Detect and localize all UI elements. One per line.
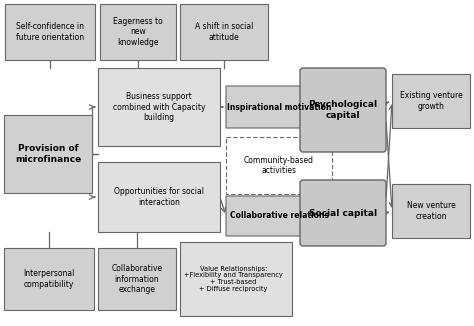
Text: Psychological
capital: Psychological capital	[309, 100, 378, 120]
Text: A shift in social
attitude: A shift in social attitude	[195, 22, 253, 42]
Text: Provision of
microfinance: Provision of microfinance	[15, 144, 81, 164]
Text: Community-based
activities: Community-based activities	[244, 156, 314, 175]
Bar	[392, 184, 470, 238]
Text: Opportunities for social
interaction: Opportunities for social interaction	[114, 187, 204, 207]
Text: Collaborative
information
exchange: Collaborative information exchange	[111, 264, 163, 294]
Polygon shape	[226, 86, 354, 128]
Text: Collaborative relations: Collaborative relations	[230, 212, 329, 220]
Bar	[4, 248, 94, 310]
Text: Inspirational motivation: Inspirational motivation	[227, 102, 332, 111]
Bar	[98, 162, 220, 232]
Bar	[100, 4, 176, 60]
Text: Self-confidence in
future orientation: Self-confidence in future orientation	[16, 22, 84, 42]
Text: Social capital: Social capital	[309, 209, 377, 217]
Bar	[5, 4, 95, 60]
Polygon shape	[226, 196, 354, 236]
Bar	[226, 137, 332, 194]
Bar	[180, 4, 268, 60]
Text: Existing venture
growth: Existing venture growth	[400, 91, 462, 111]
Text: Value Relationships:
+Flexibility and Transparency
+ Trust-based
+ Diffuse recip: Value Relationships: +Flexibility and Tr…	[184, 265, 283, 292]
Bar	[98, 68, 220, 146]
FancyBboxPatch shape	[300, 68, 386, 152]
Bar	[392, 74, 470, 128]
Bar	[180, 242, 292, 316]
Text: New venture
creation: New venture creation	[407, 201, 456, 221]
FancyBboxPatch shape	[300, 180, 386, 246]
Text: Interpersonal
compatibility: Interpersonal compatibility	[23, 269, 75, 289]
Bar	[4, 115, 92, 193]
Bar	[98, 248, 176, 310]
Text: Business support
combined with Capacity
building: Business support combined with Capacity …	[113, 92, 205, 122]
Text: Eagerness to
new
knowledge: Eagerness to new knowledge	[113, 17, 163, 47]
